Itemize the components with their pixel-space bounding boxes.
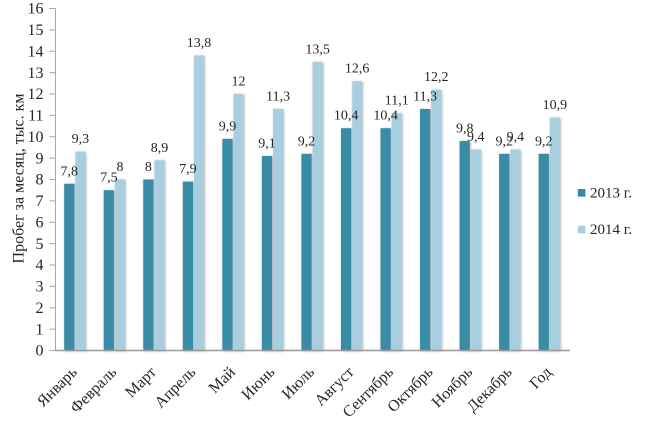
svg-text:10: 10: [28, 129, 44, 146]
svg-text:10,4: 10,4: [373, 109, 398, 124]
svg-text:9,2: 9,2: [495, 134, 513, 149]
svg-text:13,8: 13,8: [187, 36, 212, 51]
svg-text:4: 4: [36, 257, 44, 274]
svg-text:6: 6: [36, 214, 44, 231]
svg-text:9,9: 9,9: [219, 119, 237, 134]
svg-text:11,1: 11,1: [385, 94, 409, 109]
svg-text:7,5: 7,5: [100, 171, 118, 186]
svg-text:11,3: 11,3: [266, 89, 290, 104]
svg-text:12,6: 12,6: [345, 62, 370, 77]
svg-text:13,5: 13,5: [305, 42, 330, 57]
svg-text:9,2: 9,2: [535, 134, 553, 149]
svg-text:12: 12: [232, 75, 246, 90]
svg-text:14: 14: [28, 43, 44, 60]
svg-text:11: 11: [28, 108, 43, 125]
svg-text:15: 15: [28, 22, 44, 39]
svg-text:9,8: 9,8: [456, 122, 474, 137]
svg-text:12: 12: [28, 86, 44, 103]
svg-text:8: 8: [145, 160, 152, 175]
svg-text:7: 7: [36, 193, 44, 210]
svg-text:11,3: 11,3: [413, 89, 437, 104]
svg-text:10,9: 10,9: [543, 98, 568, 113]
svg-text:8: 8: [116, 160, 123, 175]
svg-text:9,2: 9,2: [298, 134, 316, 149]
svg-text:9,4: 9,4: [507, 130, 525, 145]
svg-text:3: 3: [36, 279, 44, 296]
svg-text:Пробег за месяц, тыс. км: Пробег за месяц, тыс. км: [10, 94, 27, 264]
svg-text:2013 г.: 2013 г.: [590, 186, 632, 202]
svg-text:16: 16: [28, 1, 44, 18]
svg-text:1: 1: [36, 321, 44, 338]
svg-text:7,8: 7,8: [61, 164, 79, 179]
svg-text:9,4: 9,4: [467, 130, 485, 145]
svg-text:9,3: 9,3: [72, 132, 90, 147]
svg-text:9,1: 9,1: [258, 136, 276, 151]
svg-text:13: 13: [28, 65, 44, 82]
svg-text:0: 0: [36, 343, 44, 360]
svg-text:12,2: 12,2: [424, 70, 449, 85]
svg-text:7,9: 7,9: [179, 162, 197, 177]
svg-text:8: 8: [36, 172, 44, 189]
svg-text:2: 2: [36, 300, 44, 317]
svg-text:2014 г.: 2014 г.: [590, 222, 632, 238]
svg-text:5: 5: [36, 236, 44, 253]
svg-text:10,4: 10,4: [334, 109, 359, 124]
svg-text:9: 9: [36, 150, 44, 167]
svg-text:8,9: 8,9: [151, 141, 169, 156]
